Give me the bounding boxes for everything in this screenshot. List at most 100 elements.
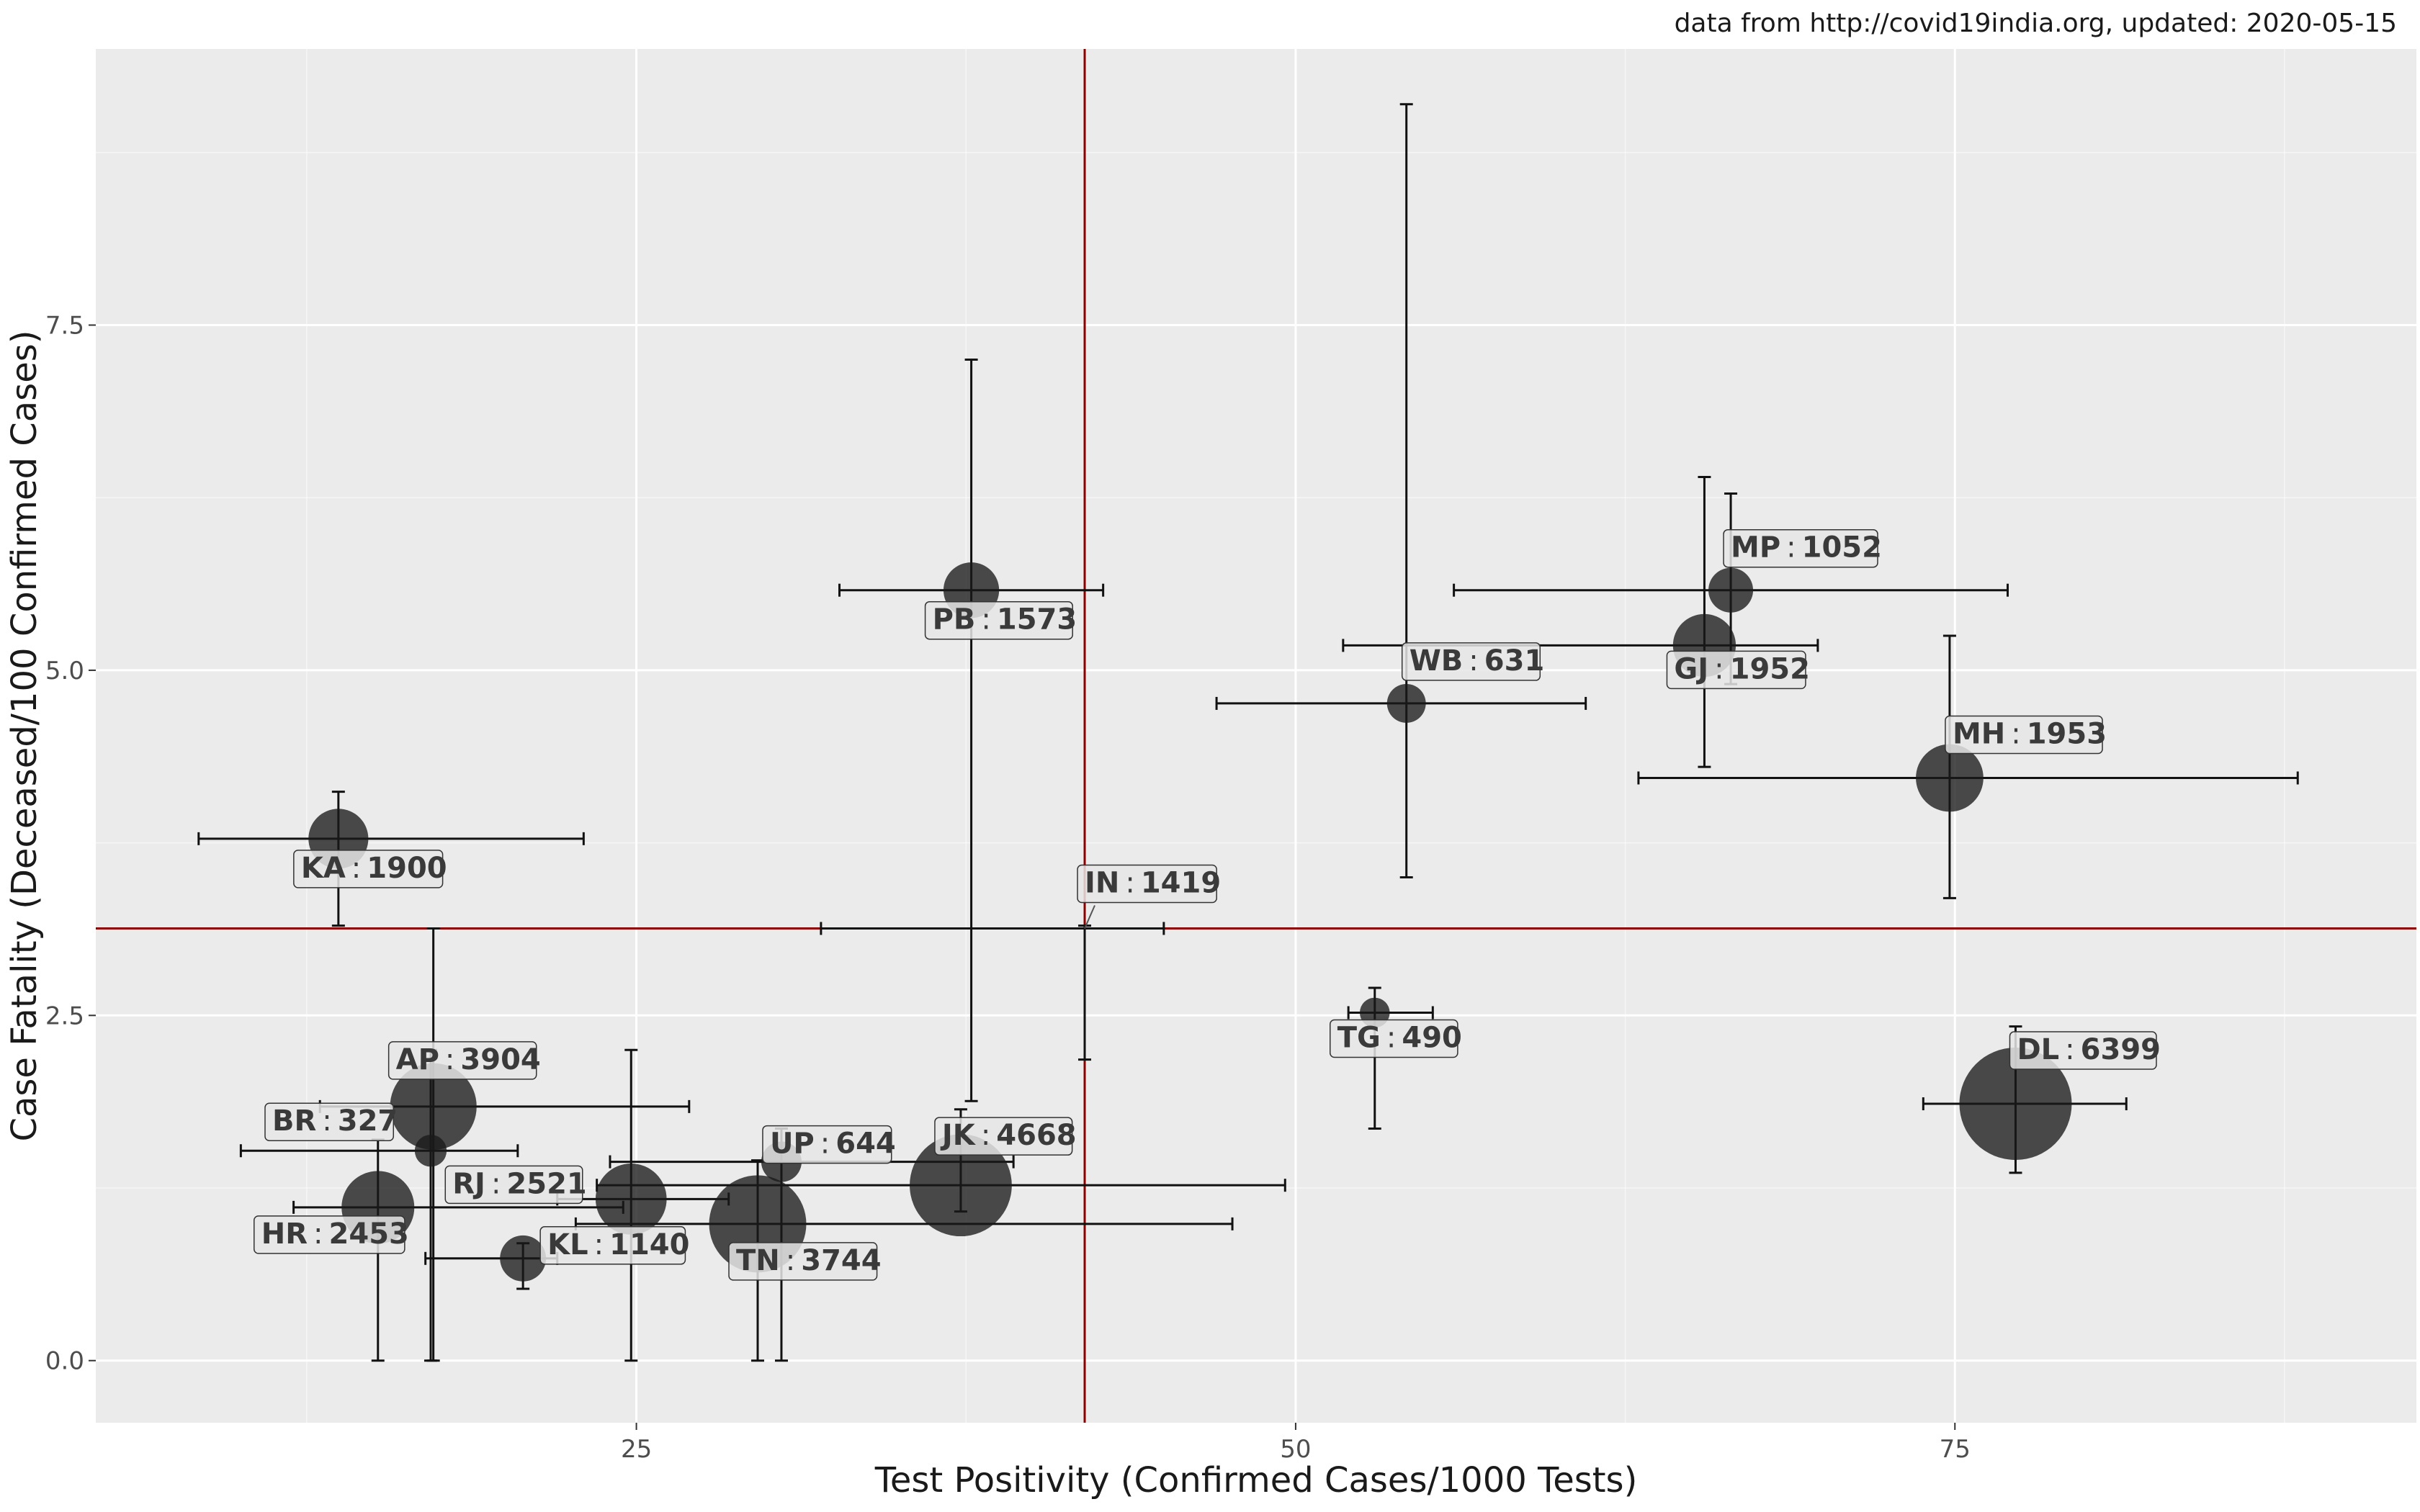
y-tick-label: 0.0: [45, 1347, 84, 1376]
label-state-code: UP: [770, 1128, 815, 1161]
label-state-code: RJ: [452, 1167, 485, 1200]
label-box: [387, 1041, 537, 1080]
label-separator: :: [981, 603, 990, 636]
label-number: 4668: [996, 1119, 1076, 1152]
label-text: KA:1900: [301, 852, 447, 885]
label-number: 6399: [2081, 1033, 2161, 1066]
label-box: [728, 1242, 878, 1281]
label-text: UP:644: [770, 1128, 896, 1161]
point-label-tg: TG:490: [1330, 1019, 1462, 1058]
label-box: [2009, 1031, 2157, 1070]
label-box: [934, 1117, 1073, 1156]
label-box: [1077, 864, 1217, 904]
label-separator: :: [981, 1119, 990, 1152]
label-state-code: BR: [272, 1104, 316, 1138]
label-text: GJ:1952: [1674, 652, 1810, 685]
label-separator: :: [1125, 867, 1134, 900]
data-point-jk: [910, 1134, 1012, 1237]
point-label-dl: DL:6399: [2009, 1031, 2161, 1070]
label-number: 327: [338, 1104, 398, 1138]
label-number: 490: [1402, 1021, 1462, 1054]
point-label-jk: JK:4668: [934, 1117, 1077, 1156]
data-point-wb: [1386, 683, 1426, 723]
data-point-br: [414, 1135, 447, 1167]
label-box: [264, 1102, 395, 1141]
label-text: WB:631: [1410, 644, 1545, 678]
x-tick-label: 50: [1280, 1435, 1311, 1464]
label-text: HR:2453: [261, 1218, 409, 1251]
data-point-ap: [390, 1063, 477, 1150]
data-point-mh: [1916, 744, 1984, 812]
label-text: TN:3744: [736, 1244, 882, 1277]
label-box: [254, 1215, 405, 1254]
label-state-code: KA: [301, 852, 346, 885]
label-text: IN:1419: [1085, 867, 1221, 900]
label-separator: :: [1469, 644, 1478, 678]
label-number: 3904: [460, 1043, 540, 1076]
label-text: RJ:2521: [452, 1167, 587, 1200]
label-separator: :: [2011, 717, 2020, 750]
label-number: 1573: [997, 603, 1077, 636]
label-number: 3744: [801, 1244, 881, 1277]
label-separator: :: [445, 1043, 454, 1076]
data-point-rj: [595, 1164, 667, 1235]
point-label-rj: RJ:2521: [444, 1165, 587, 1205]
label-number: 631: [1484, 644, 1545, 678]
chart-caption: data from http://covid19india.org, updat…: [1675, 9, 2397, 38]
x-axis-title: Test Positivity (Confirmed Cases/1000 Te…: [874, 1460, 1638, 1500]
label-text: MH:1953: [1953, 717, 2107, 750]
point-label-br: BR:327: [264, 1102, 398, 1141]
axis-ticks: 25 50 75 0.0 2.5 5.0 7.5: [45, 312, 1971, 1464]
label-number: 1052: [1802, 531, 1882, 564]
point-label-mh: MH:1953: [1945, 715, 2107, 755]
label-separator: :: [2065, 1033, 2074, 1066]
label-box: [293, 850, 444, 888]
x-tick-label: 25: [621, 1435, 652, 1464]
y-tick-label: 5.0: [45, 657, 84, 685]
label-text: JK:4668: [940, 1119, 1077, 1152]
label-box: [1945, 715, 2103, 755]
label-state-code: AP: [396, 1043, 439, 1076]
label-box: [539, 1226, 686, 1265]
label-number: 2521: [506, 1167, 586, 1200]
label-number: 1952: [1730, 652, 1810, 685]
label-separator: :: [820, 1128, 830, 1161]
point-label-mp: MP:1052: [1723, 528, 1882, 568]
point-label-pb: PB:1573: [924, 600, 1077, 640]
label-box: [444, 1165, 583, 1205]
label-state-code: HR: [261, 1218, 308, 1251]
label-text: BR:327: [272, 1104, 398, 1138]
label-text: KL:1140: [547, 1228, 689, 1261]
label-state-code: IN: [1085, 867, 1119, 900]
label-text: MP:1052: [1731, 531, 1882, 564]
data-point-mp: [1708, 567, 1754, 613]
point-label-ap: AP:3904: [387, 1041, 541, 1080]
label-box: [1723, 528, 1878, 568]
label-box: [924, 600, 1073, 640]
point-label-tn: TN:3744: [728, 1242, 882, 1281]
point-label-ka: KA:1900: [293, 850, 447, 888]
label-number: 2453: [329, 1218, 409, 1251]
label-state-code: GJ: [1674, 652, 1708, 685]
label-text: DL:6399: [2017, 1033, 2161, 1066]
label-state-code: TN: [736, 1244, 780, 1277]
label-separator: :: [1786, 531, 1796, 564]
y-axis-title: Case Fatality (Deceased/100 Confirmed Ca…: [4, 330, 45, 1142]
label-text: AP:3904: [396, 1043, 541, 1076]
label-box: [1401, 642, 1541, 681]
label-separator: :: [594, 1228, 604, 1261]
label-box: [762, 1125, 892, 1164]
data-point-kl: [500, 1235, 547, 1282]
label-state-code: WB: [1410, 644, 1464, 678]
point-label-in: IN:1419: [1077, 864, 1221, 929]
label-state-code: PB: [933, 603, 976, 636]
label-number: 1419: [1141, 867, 1221, 900]
label-box: [1666, 650, 1806, 690]
label-number: 1953: [2027, 717, 2107, 750]
label-number: 644: [835, 1128, 896, 1161]
data-point-dl: [1959, 1048, 2072, 1161]
reference-lines: [96, 49, 2416, 1423]
error-bar-in: [820, 922, 1165, 1061]
